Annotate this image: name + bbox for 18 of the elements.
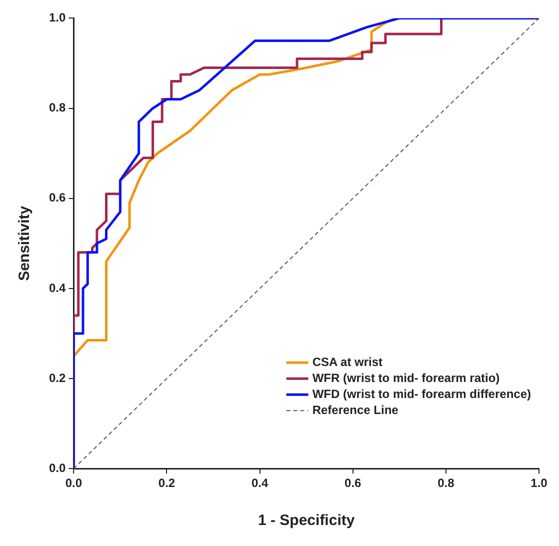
y-tick-label: 0.4 [48, 280, 66, 295]
y-tick-label: 1.0 [48, 10, 66, 25]
y-tick-label: 0.8 [48, 100, 66, 115]
legend-label: CSA at wrist [312, 354, 383, 369]
legend-label: Reference Line [312, 402, 399, 417]
x-tick-label: 1.0 [530, 476, 548, 490]
x-tick-label: 0.2 [158, 476, 176, 490]
x-axis-title: 1 - Specificity [258, 512, 356, 530]
x-tick-label: 0.6 [344, 476, 362, 490]
y-tick-label: 0.0 [48, 460, 66, 475]
y-tick-label: 0.2 [48, 370, 66, 385]
y-axis-title: Sensitivity [16, 205, 34, 281]
legend-label: WFD (wrist to mid- forearm difference) [312, 386, 532, 401]
y-tick-label: 0.6 [48, 190, 66, 205]
x-tick-label: 0.0 [65, 476, 82, 490]
x-tick-label: 0.8 [438, 476, 455, 490]
x-tick-label: 0.4 [251, 476, 268, 490]
legend-label: WFR (wrist to mid- forearm ratio) [312, 370, 500, 385]
